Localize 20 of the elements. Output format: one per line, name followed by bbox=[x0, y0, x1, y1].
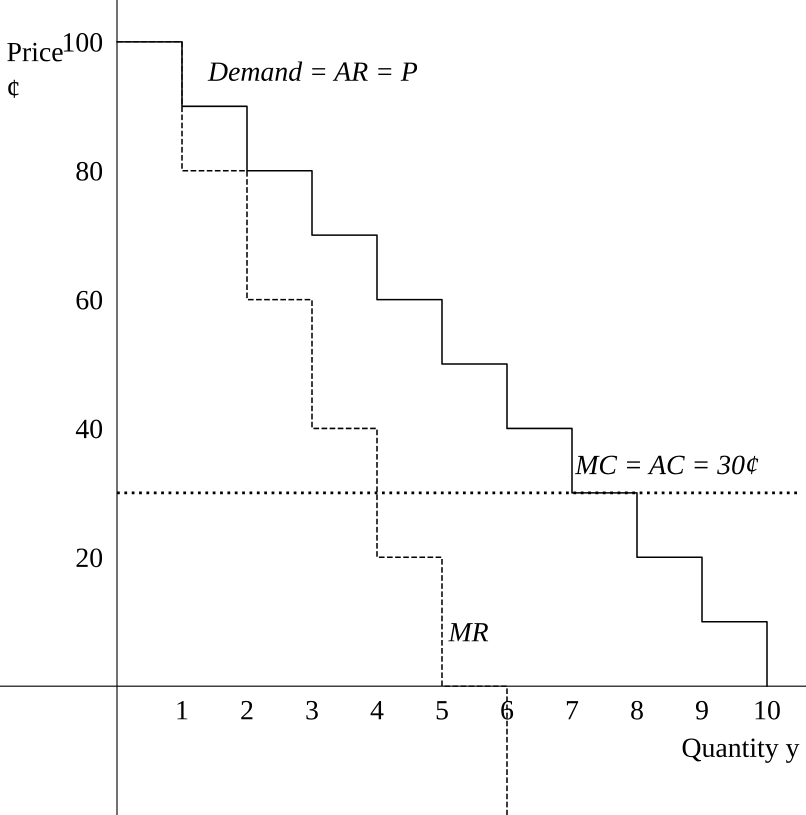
x-tick-label: 2 bbox=[241, 700, 252, 720]
x-tick-label: 4 bbox=[370, 701, 384, 720]
x-tick-label: 8 bbox=[631, 700, 643, 720]
x-tick-label: 3 bbox=[306, 700, 318, 720]
x-axis-title: Quantity y bbox=[682, 738, 800, 763]
x-tick-label: 7 bbox=[566, 701, 578, 720]
x-tick-label: 10 bbox=[756, 700, 780, 720]
x-tick-label: 9 bbox=[696, 700, 708, 720]
x-tick-label: 1 bbox=[178, 700, 188, 720]
ref-line-label: MC = AC = 30¢ bbox=[574, 456, 758, 474]
annotation: Demand = AR = P bbox=[208, 61, 418, 82]
y-tick-label: 80 bbox=[76, 162, 102, 181]
y-tick-label: 100 bbox=[64, 33, 102, 52]
x-tick-label: 5 bbox=[436, 701, 448, 720]
y-tick-label: 60 bbox=[76, 290, 102, 310]
y-axis-title: Price ¢ bbox=[7, 42, 63, 98]
x-tick-label: 6 bbox=[501, 700, 514, 720]
y-tick-label: 20 bbox=[76, 548, 102, 568]
annotation: MR bbox=[448, 623, 488, 642]
y-tick-label: 40 bbox=[76, 420, 102, 438]
